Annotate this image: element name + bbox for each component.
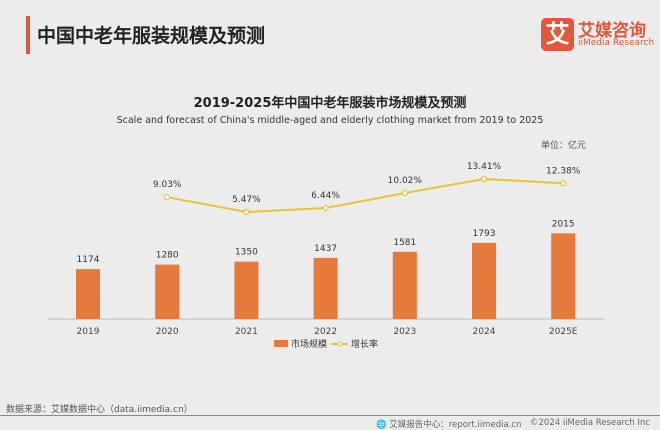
bar-label-2020: 1280 (156, 251, 179, 261)
bar-label-2022: 1437 (314, 244, 337, 254)
growth-line (167, 177, 564, 214)
report-text: 艾媒报告中心：report.iimedia.cn (389, 420, 522, 430)
growth-label-2020: 9.03% (153, 180, 182, 190)
footer-divider (0, 415, 660, 416)
growth-point-2021 (243, 208, 250, 216)
growth-point-2020 (164, 194, 171, 201)
bar-label-2023: 1581 (393, 238, 416, 248)
bar-2024 (472, 242, 496, 319)
bar-2020 (155, 264, 180, 319)
chart: 1174 2019 1280 2020 1350 2021 1437 2022 1581 2023… (48, 162, 605, 350)
growth-label-2022: 6.44% (311, 191, 340, 201)
x-tick-2023: 2023 (393, 327, 416, 337)
growth-point-2023 (401, 189, 408, 197)
growth-label-2023: 10.02% (388, 176, 423, 186)
logo-text: 艾媒咨询 (578, 21, 646, 41)
growth-point-2022 (322, 204, 329, 212)
bar-label-2019: 1174 (77, 255, 100, 265)
chart-subtitle: Scale and forecast of China's middle-age… (116, 115, 544, 126)
growth-label-2025E: 12.38% (546, 166, 581, 176)
bar-label-2024: 1793 (473, 229, 496, 239)
x-tick-2025E: 2025E (549, 327, 578, 337)
x-tick-2021: 2021 (235, 327, 258, 337)
bar-2021 (234, 261, 259, 319)
legend-line-label: 增长率 (351, 338, 378, 350)
x-tick-2019: 2019 (77, 327, 100, 337)
bar-2019 (76, 269, 100, 319)
x-tick-2020: 2020 (156, 327, 179, 337)
bar-2022 (313, 257, 338, 319)
growth-point-2025E (560, 180, 567, 187)
page-title: 中国中老年服装规模及预测 (37, 25, 266, 47)
data-source: 数据来源：艾媒数据中心（data.iimedia.cn） (6, 405, 193, 415)
bar-label-2025E: 2015 (552, 219, 575, 229)
legend-bar-label: 市场规模 (291, 338, 327, 350)
bar-2023 (392, 251, 417, 319)
legend-line-marker (337, 341, 342, 347)
title-accent-bar (26, 16, 30, 54)
bar-2025E (551, 233, 576, 319)
unit-label: 单位：亿元 (541, 141, 587, 151)
growth-label-2021: 5.47% (232, 195, 261, 205)
copyright: ©2024 iiMedia Research Inc (530, 418, 651, 428)
growth-point-2024 (480, 175, 488, 183)
x-tick-2022: 2022 (314, 327, 337, 337)
x-tick-2024: 2024 (473, 327, 496, 337)
chart-title: 2019-2025年中国中老年服装市场规模及预测 (193, 96, 467, 111)
report-link[interactable]: 🌐 艾媒报告中心：report.iimedia.cn (376, 420, 522, 430)
bar-label-2021: 1350 (235, 248, 258, 258)
legend-bar-swatch (274, 340, 288, 347)
logo-mark: 艾 (541, 18, 574, 51)
logo-subtext: iiMedia Research (578, 38, 655, 48)
growth-label-2024: 13.41% (467, 162, 502, 172)
